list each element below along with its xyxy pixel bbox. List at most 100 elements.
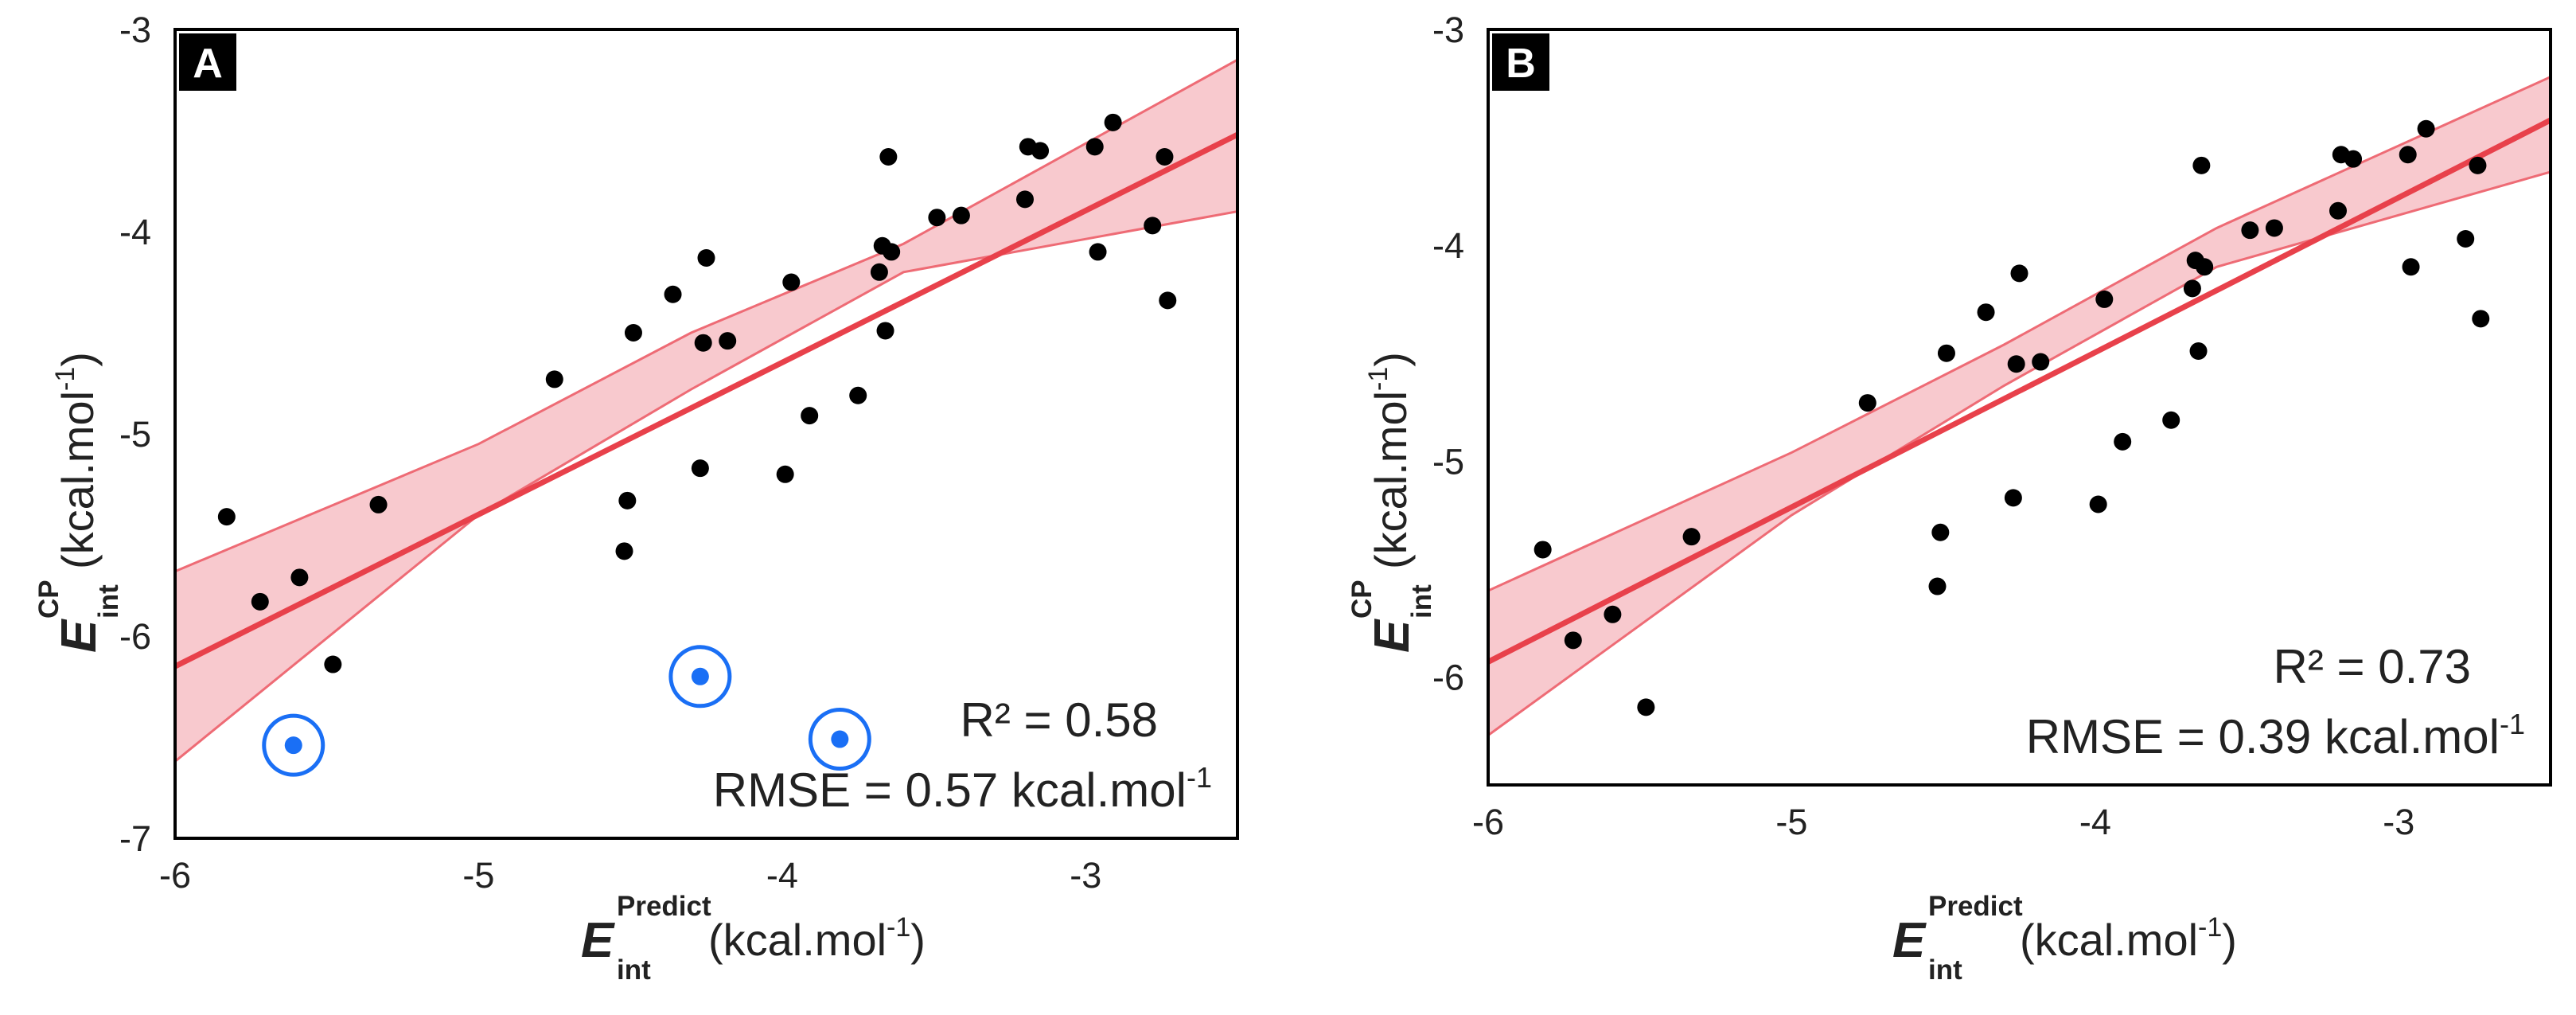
data-point [928, 209, 946, 227]
x-axis-superscript: Predict [617, 891, 711, 922]
r-squared-label: R² = 0.73 [2274, 640, 2471, 693]
data-point [1155, 148, 1174, 166]
data-point [1534, 541, 1552, 559]
data-point [217, 508, 236, 526]
y-axis-label: ECP int (kcal.mol-1) [33, 352, 124, 653]
data-point [2457, 230, 2475, 248]
data-point [876, 322, 894, 340]
data-point [2196, 258, 2214, 276]
data-point [1564, 631, 1582, 650]
data-point [2162, 411, 2180, 429]
data-point [2114, 432, 2132, 451]
data-point [664, 285, 682, 303]
r-squared-label: R² = 0.58 [961, 693, 1158, 747]
data-point [697, 249, 715, 267]
data-point [2399, 146, 2417, 164]
data-point [2329, 201, 2347, 220]
data-point [2417, 119, 2435, 138]
data-point [1144, 217, 1162, 235]
data-point [801, 407, 819, 425]
rmse-text: RMSE = 0.57 kcal.mol [713, 763, 1187, 817]
x-axis-unit: (kcal.mol-1) [2020, 912, 2237, 965]
data-point [2189, 342, 2208, 361]
data-point [776, 465, 794, 483]
data-point [2241, 221, 2259, 240]
outlier-dot [831, 730, 849, 748]
data-point [324, 655, 342, 673]
data-point [879, 148, 898, 166]
x-tick-label: -4 [2079, 802, 2111, 842]
x-tick-label: -3 [1070, 855, 1101, 896]
data-point [1928, 577, 1947, 595]
rmse-superscript: -1 [1187, 761, 1212, 794]
plot-frame [1487, 28, 2552, 787]
y-axis-superscript: CP [1346, 580, 1378, 619]
data-point [290, 568, 309, 587]
y-axis-unit: (kcal.mol-1) [50, 352, 103, 569]
data-point [1085, 138, 1104, 156]
x-tick-label: -6 [1472, 802, 1504, 842]
data-point [694, 334, 712, 352]
data-point [2402, 258, 2420, 276]
rmse-label: RMSE = 0.57 kcal.mol-1 [713, 761, 1212, 817]
confidence-band-upper [175, 58, 1237, 573]
y-axis-subscript: int [1406, 584, 1437, 619]
data-point [2265, 219, 2283, 237]
data-point [2344, 150, 2363, 168]
panel-letter-box [179, 33, 236, 91]
y-axis-unit: (kcal.mol-1) [1363, 352, 1416, 569]
data-point [1089, 243, 1107, 261]
x-tick-label: -4 [766, 855, 798, 896]
data-point [624, 324, 642, 342]
confidence-band-lower [175, 210, 1237, 763]
y-axis-symbol: E [52, 619, 107, 653]
confidence-band [175, 60, 1237, 762]
data-point [2472, 310, 2490, 328]
y-tick-label: -3 [119, 10, 151, 50]
data-point [1159, 291, 1177, 310]
data-point [251, 592, 269, 611]
outlier-ring [668, 645, 732, 709]
y-axis-superscript: CP [33, 580, 64, 619]
confidence-band-upper [1488, 76, 2551, 592]
data-point [870, 263, 888, 281]
panel-letter-box [1492, 33, 1549, 91]
data-point [691, 459, 709, 478]
data-point [2183, 279, 2201, 298]
data-point [1931, 523, 1950, 541]
data-point [615, 542, 633, 560]
outlier-point [808, 708, 871, 771]
y-tick-label: -6 [1432, 657, 1464, 697]
regression-line [175, 131, 1237, 670]
data-point [2007, 355, 2025, 373]
panel-letter: A [193, 41, 223, 87]
x-tick-label: -5 [462, 855, 494, 896]
outlier-dot [691, 667, 709, 685]
data-point [2004, 489, 2022, 507]
data-point [883, 243, 901, 261]
x-axis-unit: (kcal.mol-1) [708, 912, 926, 965]
x-axis-symbol: E [581, 913, 615, 968]
y-tick-label: -5 [119, 414, 151, 455]
x-tick-label: -3 [2383, 802, 2414, 842]
data-point [545, 370, 563, 388]
data-point [849, 386, 867, 404]
data-point [1104, 113, 1122, 131]
x-axis-subscript: int [1928, 954, 1962, 986]
data-point [719, 332, 737, 350]
x-axis-superscript: Predict [1928, 891, 2023, 922]
regression-line [1488, 117, 2551, 665]
data-point [2032, 353, 2050, 371]
data-point [1604, 605, 1622, 623]
y-tick-label: -6 [119, 616, 151, 657]
outlier-ring [808, 708, 871, 771]
data-point [1031, 142, 1050, 160]
data-point [2010, 264, 2028, 283]
data-point [1016, 190, 1034, 209]
panel-b: B -6 -5 -4 -3 -3 -4 -5 -6 R² = 0.73 RMSE = 0.39 kc… [1346, 10, 2552, 986]
y-tick-label: -7 [119, 818, 151, 859]
data-point [369, 495, 388, 513]
